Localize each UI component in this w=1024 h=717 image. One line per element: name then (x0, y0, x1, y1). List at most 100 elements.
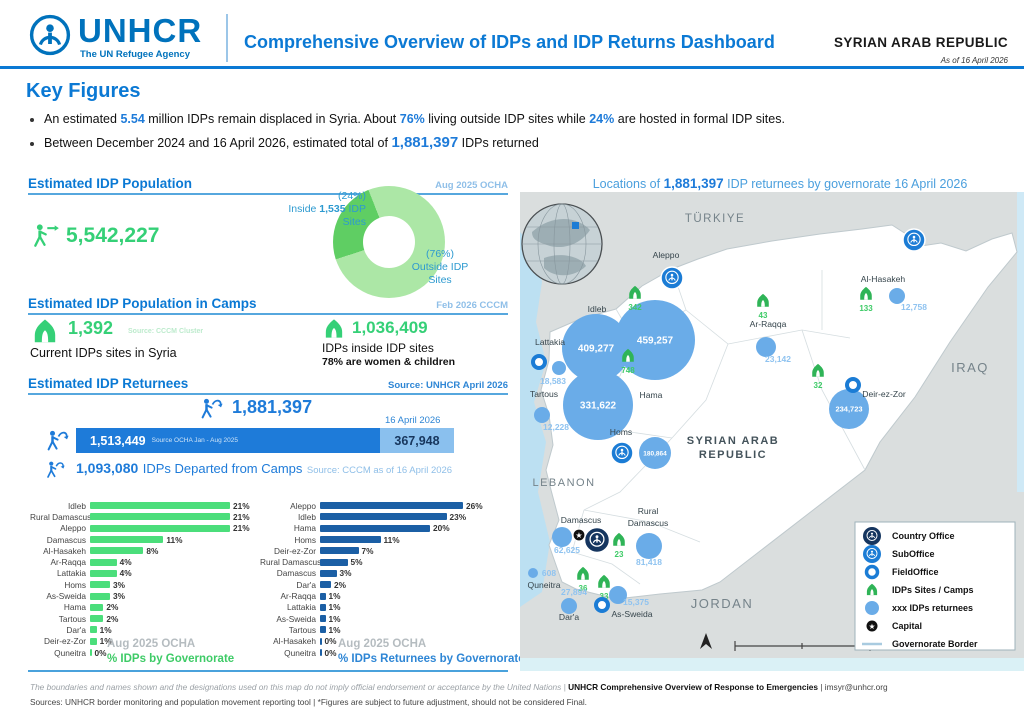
returnees-bubble-aleppo (615, 300, 695, 380)
bar-value: 20% (433, 523, 450, 534)
country-label-jordan: JORDAN (691, 596, 753, 611)
section-source: Aug 2025 OCHA (435, 180, 508, 191)
camp-icon-idleb: 748 (621, 348, 635, 375)
donut-label-outside: (76%) Outside IDP Sites (398, 248, 482, 287)
returnees-bubble-as-sweida (609, 586, 627, 604)
as-of-date: As of 16 April 2026 (940, 56, 1008, 65)
returnees-bar-recent-segment: 367,948 (380, 428, 454, 453)
camp-count: 342 (628, 303, 642, 312)
bar-row-rural-damascus: Rural Damascus 5% (260, 556, 496, 567)
bar-value: 0% (324, 636, 337, 647)
camp-sites-count: 1,392 (68, 318, 114, 338)
donut-inside-text: IDP (345, 203, 366, 215)
returnees-value-as-sweida: 15,375 (623, 597, 649, 607)
bar-row-hama: Hama 20% (260, 523, 496, 534)
bar-fill (320, 547, 359, 555)
bar-label: Idleb (298, 511, 316, 522)
returnees-bar-date: 16 April 2026 (385, 415, 441, 426)
bar-value: 1% (99, 624, 112, 635)
country-name: SYRIAN ARAB REPUBLIC (834, 35, 1009, 50)
bar-value: 26% (466, 500, 483, 511)
returnees-value-quneitra: 608 (542, 568, 556, 578)
returnees-bubble-deir-ez-zor (829, 389, 869, 429)
bar-label: Hama (293, 523, 316, 534)
bar-label: Al-Hasakeh (273, 636, 316, 647)
bar-fill (320, 603, 326, 611)
bar-row-aleppo: Aleppo 26% (260, 500, 496, 511)
bar-row-deir-ez-zor: Deir-ez-Zor 7% (260, 545, 496, 556)
bar-label: Al-Hasakeh (43, 545, 86, 556)
key-figure-bullet-2: Between December 2024 and 16 April 2026,… (30, 134, 539, 151)
bar-label: Homs (64, 579, 86, 590)
map-label-tartous: Tartous (530, 389, 558, 399)
bar-row-ar-raqqa: Ar-Raqqa 4% (30, 556, 266, 567)
returnees-by-governorate-chart: Aleppo 26% Idleb 23% Hama 20% Homs 11% Deir-ez-Z… (260, 500, 496, 658)
bar-fill (90, 581, 110, 589)
bullet1-value-inside-pct: 24% (589, 112, 615, 126)
camp-idps-count: 1,036,409 (352, 318, 428, 337)
header-divider (226, 14, 228, 62)
bar-value: 23% (449, 511, 467, 522)
donut-inside-line: Inside 1,535 IDP (238, 203, 366, 216)
logo-tagline: The UN Refugee Agency (80, 49, 190, 60)
departed-from-camps-row: 1,093,080 IDPs Departed from Camps Sourc… (76, 460, 452, 478)
bar-label: Lattakia (56, 568, 86, 579)
legend-item-xxx-idps-returnees: xxx IDPs returnees (865, 601, 973, 615)
bar-row-homs: Homs 3% (30, 579, 266, 590)
camp-idps-label: IDPs inside IDP sites (322, 341, 434, 355)
bar-fill (90, 558, 117, 566)
bar-label: Homs (294, 534, 316, 545)
legend-item-idps-sites-camps: IDPs Sites / Camps (866, 583, 974, 596)
bar-value: 1% (328, 613, 341, 624)
map-label-al-hasakeh: Al-Hasakeh (861, 274, 906, 284)
bar-value: 0% (94, 647, 107, 658)
bar-value: 1% (328, 602, 341, 613)
bar-label: Ar-Raqqa (50, 557, 86, 568)
bar-row-damascus: Damascus 11% (30, 534, 266, 545)
bullet1-text: An estimated (44, 112, 121, 126)
bar-fill (320, 502, 463, 510)
bar-label: Deir-ez-Zor (44, 636, 86, 647)
camp-icon-deir-ez-zor: 32 (812, 363, 824, 390)
footer-line-2: Sources: UNHCR border monitoring and pop… (30, 697, 587, 707)
legend-label: Governorate Border (892, 639, 978, 649)
bar-value: 21% (233, 523, 250, 534)
legend-item-fieldoffice: FieldOffice (864, 564, 939, 580)
bar-row-hama: Hama 2% (30, 602, 266, 613)
bar-row-deir-ez-zor: Deir-ez-Zor 1% (30, 636, 266, 647)
footer-email-link[interactable]: imsyr@unhcr.org (824, 682, 888, 692)
bar-row-as-sweida: As-Sweida 3% (30, 590, 266, 601)
logo-wordmark: UNHCR (78, 12, 203, 49)
bar-row-idleb: Idleb 23% (260, 511, 496, 522)
legend-label: IDPs Sites / Camps (892, 585, 974, 595)
bar-label: Dar'a (296, 579, 316, 590)
returnees-total-value: 1,881,397 (232, 397, 313, 417)
bar-fill (90, 513, 230, 521)
bar-fill (90, 626, 97, 634)
bar-fill (320, 592, 326, 600)
bar-value: 3% (339, 568, 352, 579)
camp-sites-source: Source: CCCM Cluster (128, 328, 204, 335)
returnees-bubble-hama (563, 370, 633, 440)
bar-fill (320, 536, 381, 544)
bar-row-rural-damascus: Rural Damascus 21% (30, 511, 266, 522)
camp-icon-dar-a: 36 (577, 566, 589, 593)
bar-row-damascus: Damascus 3% (260, 568, 496, 579)
section-header-camps: Estimated IDP Population in Camps Feb 20… (28, 296, 508, 315)
footer-line-1: The boundaries and names shown and the d… (30, 682, 1010, 692)
bar-fill (320, 615, 326, 623)
map-label-damascus: Damascus (561, 515, 602, 525)
bar-label: Ar-Raqqa (280, 591, 316, 602)
returnees-bubble-damascus (552, 527, 572, 547)
legend-label: xxx IDPs returnees (892, 603, 973, 613)
bar-value: 2% (334, 579, 346, 590)
camp-icon-aleppo: 342 (628, 285, 642, 312)
bar-label: Tartous (58, 613, 86, 624)
donut-inside-text: Inside (288, 203, 320, 215)
country-label-syrian-arab: SYRIAN ARAB (687, 435, 780, 447)
bar-label: Damascus (276, 568, 316, 579)
footer-disclaimer: The boundaries and names shown and the d… (30, 682, 566, 692)
bar-fill (320, 569, 337, 577)
returnees-value-lattakia: 18,583 (540, 376, 566, 386)
map-label-lattakia: Lattakia (535, 337, 565, 347)
